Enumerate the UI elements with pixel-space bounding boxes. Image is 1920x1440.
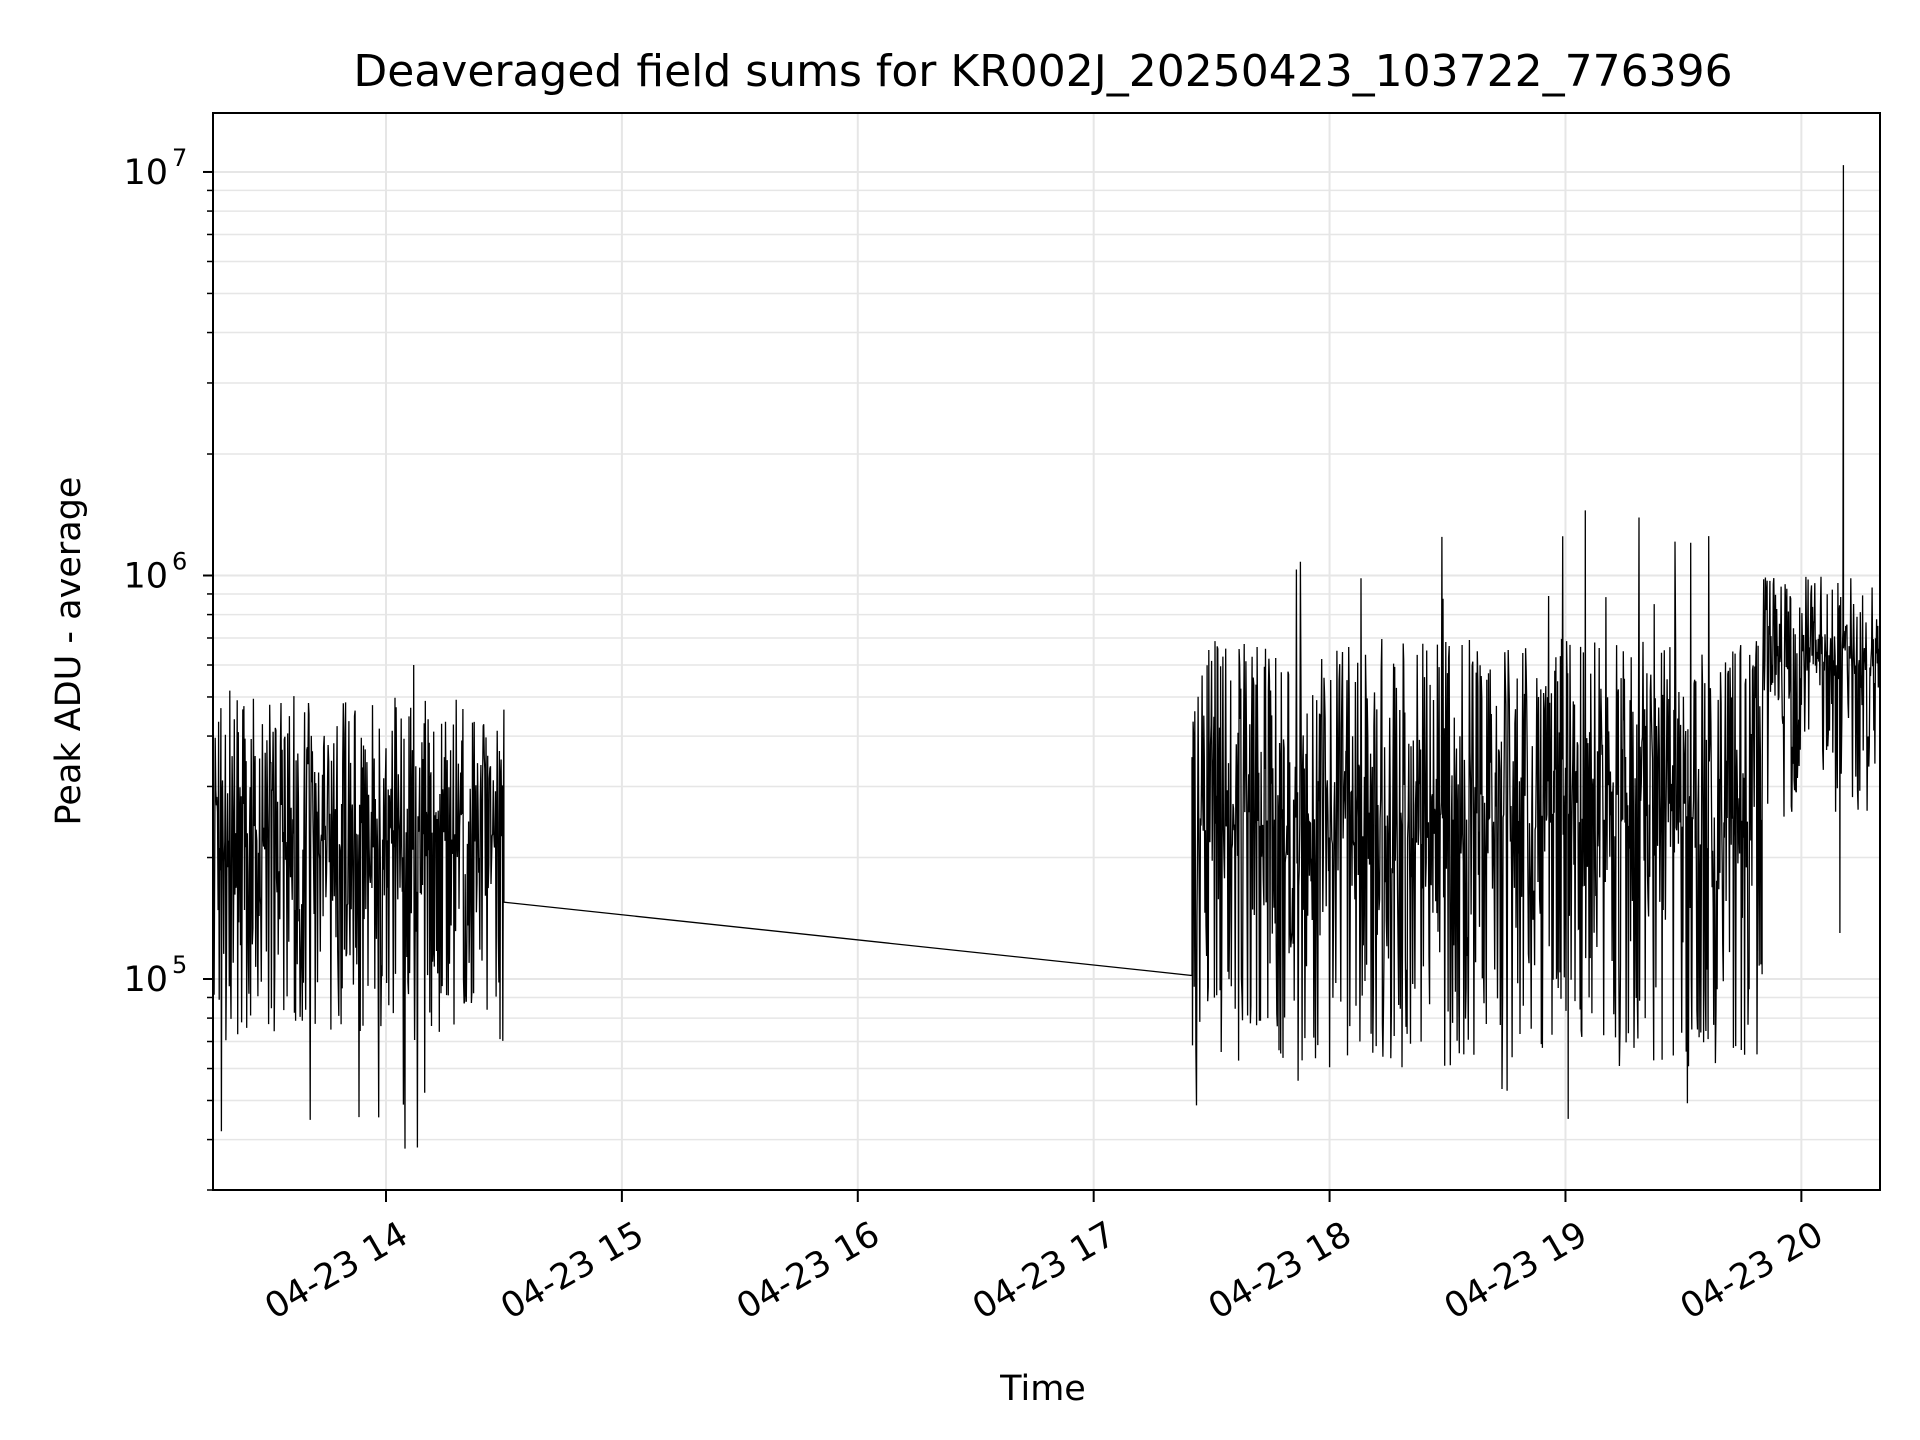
y-tick-base: 10 <box>123 153 168 193</box>
y-tick-label: 10 5 <box>123 951 187 1000</box>
y-axis-label: Peak ADU - average <box>49 477 89 826</box>
data-series <box>213 165 1880 1149</box>
series-line <box>213 165 1880 1149</box>
chart-title: Deaveraged field sums for KR002J_2025042… <box>353 46 1732 97</box>
plot-frame <box>212 112 1881 1191</box>
y-tick-exponent: 7 <box>172 144 187 172</box>
y-tick-base: 10 <box>123 960 168 1000</box>
y-tick-label: 10 6 <box>123 547 187 596</box>
x-axis-label: Time <box>999 1369 1086 1409</box>
y-tick-exponent: 6 <box>172 547 187 575</box>
y-tick-base: 10 <box>123 556 168 596</box>
y-tick-label: 10 7 <box>123 144 187 193</box>
y-tick-exponent: 5 <box>172 951 187 979</box>
